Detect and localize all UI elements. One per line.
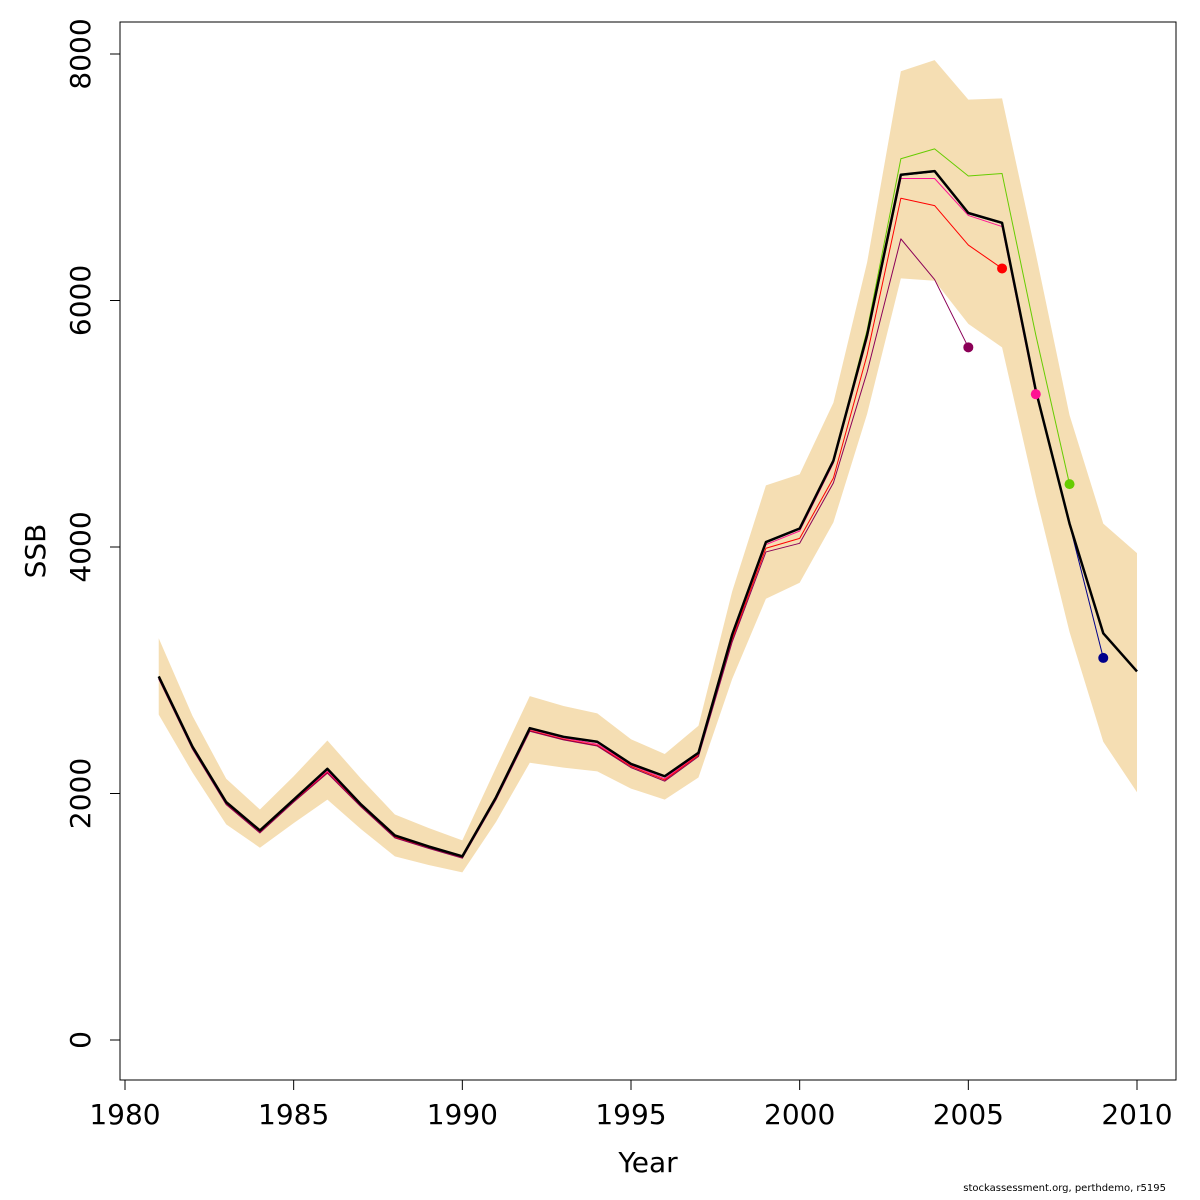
x-tick-label: 2010	[1101, 1098, 1172, 1131]
footer-credit: stockassessment.org, perthdemo, r5195	[963, 1183, 1166, 1194]
x-axis-label: Year	[617, 1146, 678, 1179]
x-tick-label: 1985	[258, 1098, 329, 1131]
series-end-point	[997, 263, 1008, 274]
x-axis: 1980 1985 1990 1995 2000 2005 2010	[89, 1079, 1173, 1131]
x-tick-label: 2005	[933, 1098, 1004, 1131]
confidence-band	[158, 60, 1137, 873]
series-lines	[157, 148, 1138, 859]
confidence-band-area	[158, 60, 1137, 873]
x-tick-label: 1990	[427, 1098, 498, 1131]
x-tick-label: 2000	[764, 1098, 835, 1131]
series-end-point	[1064, 479, 1075, 490]
y-tick-label: 6000	[64, 265, 97, 336]
series-end-point	[963, 342, 974, 353]
series-end-points	[963, 263, 1109, 663]
y-tick-label: 4000	[64, 511, 97, 582]
x-tick-label: 1995	[595, 1098, 666, 1131]
retro-series-line	[158, 238, 969, 859]
y-tick-label: 0	[64, 1031, 97, 1049]
y-axis: 0 2000 4000 6000 8000	[64, 18, 121, 1049]
y-axis-label: SSB	[19, 524, 52, 579]
main-series-line	[157, 169, 1138, 858]
x-tick-label: 1980	[89, 1098, 160, 1131]
series-end-point	[1030, 389, 1041, 400]
y-tick-label: 8000	[64, 18, 97, 89]
series-end-point	[1098, 652, 1109, 663]
y-tick-label: 2000	[64, 758, 97, 829]
